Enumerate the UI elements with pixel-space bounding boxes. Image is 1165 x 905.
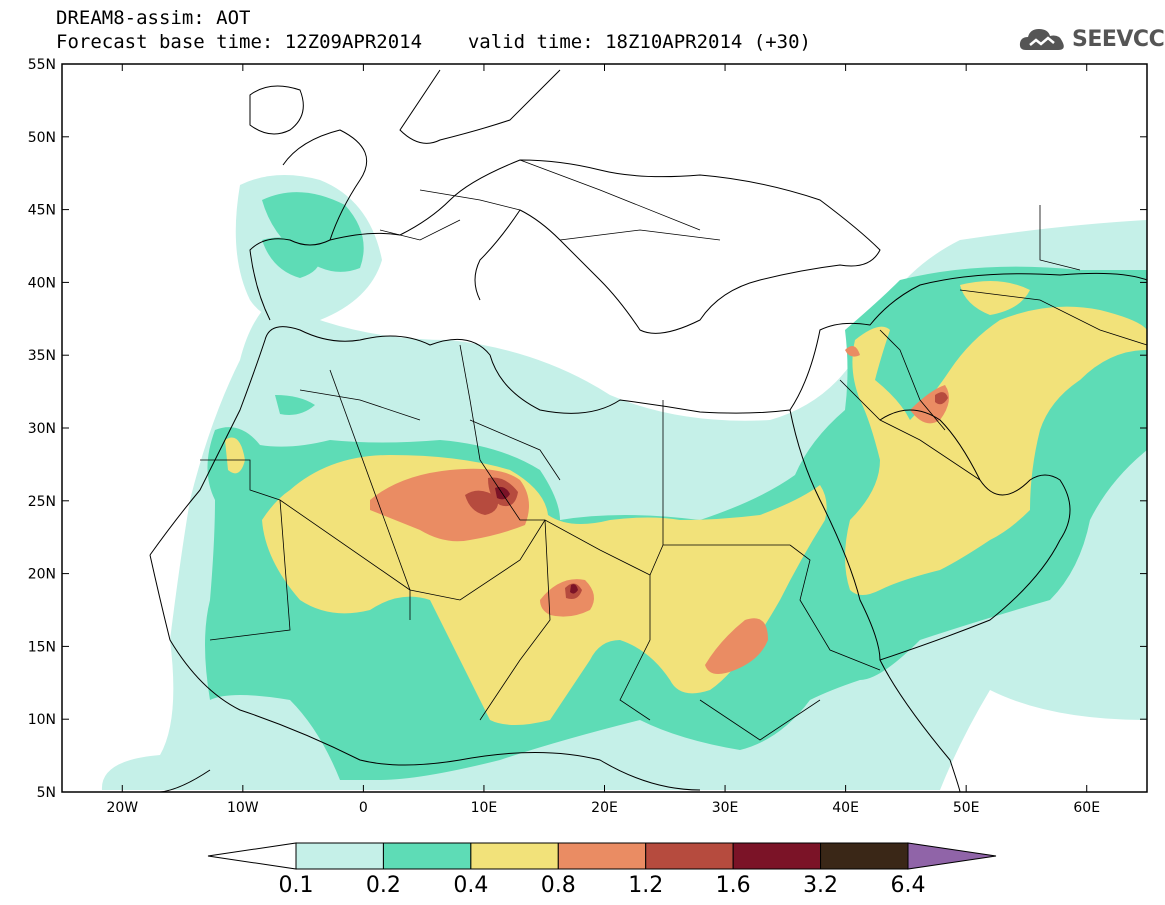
coastlines [149, 69, 1147, 792]
colorbar-swatch [820, 842, 909, 870]
lat-tick-label: 45N [28, 203, 56, 219]
lon-tick-label: 20E [591, 800, 618, 816]
colorbar-max-arrow [907, 842, 997, 870]
colorbar-label: 6.4 [891, 873, 926, 898]
lat-tick-label: 55N [28, 57, 56, 73]
lat-tick-label: 25N [28, 494, 56, 510]
colorbar-swatch [470, 842, 559, 870]
colorbar-swatch [645, 842, 734, 870]
colorbar-swatch [295, 842, 384, 870]
cloud-logo-icon [1019, 29, 1064, 50]
lat-tick-label: 10N [28, 712, 56, 728]
colorbar-label: 0.1 [279, 873, 314, 898]
lon-tick-label: 30E [712, 800, 739, 816]
lon-tick-label: 10W [227, 800, 259, 816]
borders [200, 159, 1147, 741]
lat-tick-label: 30N [28, 421, 56, 437]
colorbar-label: 1.2 [628, 873, 663, 898]
time-info: Forecast base time: 12Z09APR2014 valid t… [56, 32, 811, 52]
lon-tick-label: 20W [106, 800, 138, 816]
lat-tick-label: 20N [28, 567, 56, 583]
lon-tick-label: 40E [832, 800, 859, 816]
colorbar-swatch [382, 842, 472, 870]
lat-tick-label: 35N [28, 348, 56, 364]
aot-contour-fields [101, 175, 1147, 790]
base-time-label: Forecast base time: 12Z09APR2014 [56, 31, 423, 53]
lon-tick-label: 0 [359, 800, 368, 816]
colorbar-label: 0.4 [453, 873, 488, 898]
colorbar-label: 0.2 [366, 873, 401, 898]
lon-tick-label: 10E [471, 800, 498, 816]
colorbar-swatch [732, 842, 822, 870]
lat-tick-label: 50N [28, 130, 56, 146]
longitude-axis: 20W 10W 0 10E 20E 30E 40E 50E 60E [106, 64, 1100, 816]
map-title: DREAM8-assim: AOT [56, 7, 251, 29]
colorbar-label: 1.6 [716, 873, 751, 898]
colorbar: 0.1 0.2 0.4 0.8 1.2 1.6 3.2 6.4 [207, 842, 997, 898]
colorbar-swatch [557, 842, 647, 870]
latitude-axis: 5N 10N 15N 20N 25N 30N 35N 40N 45N 50N 55N [28, 57, 1147, 801]
lat-tick-label: 5N [37, 785, 56, 801]
lat-tick-label: 15N [28, 639, 56, 655]
lon-tick-label: 60E [1073, 800, 1100, 816]
colorbar-min-arrow [207, 842, 297, 870]
colorbar-label: 0.8 [541, 873, 576, 898]
seevccc-logo: SEEVCCC [1018, 22, 1165, 56]
valid-time-label: valid time: 18Z10APR2014 (+30) [467, 31, 811, 53]
lat-tick-label: 40N [28, 275, 56, 291]
colorbar-label: 3.2 [803, 873, 838, 898]
lon-tick-label: 50E [953, 800, 980, 816]
logo-text: SEEVCCC [1072, 26, 1165, 52]
